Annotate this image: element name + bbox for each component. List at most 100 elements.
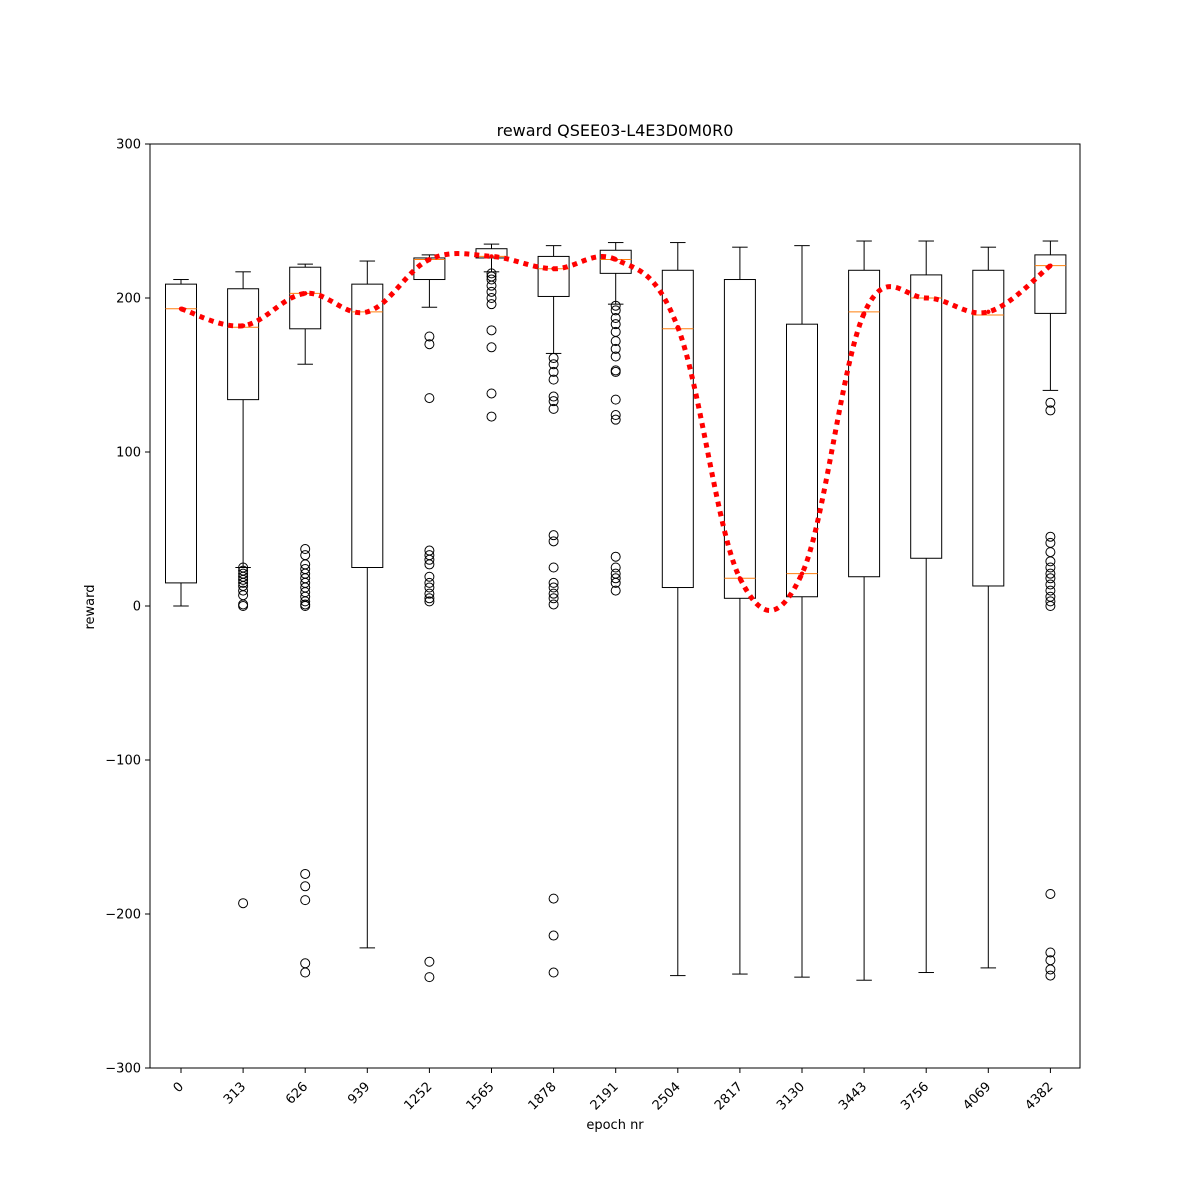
flier-point: [238, 577, 249, 588]
flier-point: [1045, 573, 1056, 584]
flier-point: [424, 577, 435, 588]
box-2817: [723, 279, 756, 599]
chart-title: reward QSEE03-L4E3D0M0R0: [497, 121, 734, 140]
plot-area: 300 200 100 0 −100 −200 −300 0 313 626 939 1252 1565…: [105, 138, 1081, 1113]
flier-point: [1045, 531, 1056, 542]
flier-point: [238, 585, 249, 596]
x-tick-label: 313: [221, 1079, 249, 1107]
flier-point: [548, 588, 559, 599]
flier-point: [548, 930, 559, 941]
x-axis-label: epoch nr: [586, 1118, 644, 1133]
flier-point: [300, 601, 311, 611]
flier-point: [300, 967, 311, 978]
mean-point: [1048, 263, 1053, 268]
x-tick-label: 4382: [1022, 1079, 1056, 1113]
flier-point: [548, 582, 559, 593]
flier-point: [486, 286, 497, 297]
flier-point: [548, 577, 559, 588]
mean-point: [675, 325, 680, 330]
flier-point: [1045, 579, 1056, 590]
flier-point: [548, 353, 559, 364]
box-3130: [786, 323, 818, 598]
flier-point: [486, 388, 497, 399]
y-axis-label: reward: [83, 584, 98, 629]
mean-point: [861, 311, 867, 316]
flier-point: [424, 588, 435, 599]
flier-point: [1045, 556, 1056, 567]
flier-point: [424, 596, 435, 607]
flier-point: [486, 411, 497, 422]
box-1878: [537, 255, 570, 297]
box-4382: [1034, 254, 1067, 314]
x-tick-label: 2817: [712, 1079, 746, 1113]
x-tick-label: 626: [283, 1079, 311, 1107]
y-tick-label: 0: [133, 600, 141, 615]
flier-point: [1045, 585, 1056, 596]
mean-point: [489, 254, 494, 259]
flier-point: [424, 339, 435, 350]
flier-point: [548, 396, 559, 407]
x-tick-label: 3443: [836, 1079, 870, 1113]
flier-point: [610, 319, 621, 330]
mean-point: [240, 323, 246, 328]
box-3756: [910, 274, 943, 559]
flier-point: [610, 343, 621, 354]
flier-point: [548, 403, 559, 414]
box-313: [227, 288, 260, 401]
mean-line: [180, 251, 1052, 613]
flier-point: [1045, 601, 1056, 611]
mean-point: [303, 291, 308, 296]
x-tick-label: 1878: [526, 1079, 560, 1113]
flier-point: [1045, 562, 1056, 573]
flier-point: [610, 573, 621, 584]
flier-point: [610, 410, 621, 421]
flier-point: [486, 342, 497, 353]
box-3443: [848, 269, 881, 578]
mean-point: [924, 295, 929, 301]
flier-point: [610, 577, 621, 588]
flier-point: [300, 596, 311, 607]
y-tick-label: 200: [116, 292, 141, 307]
flier-point: [486, 268, 497, 279]
mean-point: [613, 257, 618, 262]
box-0: [165, 283, 197, 584]
mean-point: [551, 266, 556, 271]
flier-point: [1045, 397, 1056, 408]
mean-point: [799, 571, 805, 576]
flier-point: [1045, 568, 1056, 579]
flier-point: [424, 972, 435, 983]
flier-point: [610, 300, 621, 311]
flier-point: [610, 551, 621, 562]
flier-point: [548, 366, 559, 377]
flier-point: [300, 958, 311, 969]
flier-point: [486, 293, 497, 303]
flier-point: [486, 299, 497, 310]
flier-point: [548, 562, 559, 573]
flier-point: [238, 898, 249, 909]
y-tick-label: 300: [116, 138, 141, 153]
flier-point: [424, 554, 435, 565]
flier-point: [424, 559, 435, 570]
x-tick-label: 3756: [898, 1079, 932, 1113]
mean-point: [178, 306, 184, 311]
flier-point: [1045, 947, 1056, 958]
flier-point: [424, 582, 435, 593]
x-tick-label: 2191: [588, 1079, 622, 1113]
box-2504: [661, 269, 694, 589]
flier-point: [1045, 888, 1056, 899]
y-tick-label: −100: [105, 754, 141, 769]
flier-point: [1045, 596, 1056, 607]
flier-point: [300, 550, 311, 561]
box-4069: [972, 269, 1005, 587]
box-939: [351, 283, 384, 568]
flier-point: [548, 359, 559, 370]
flier-point: [486, 325, 497, 336]
x-tick-label: 3130: [774, 1079, 808, 1113]
flier-point: [1045, 405, 1056, 416]
flier-point: [238, 574, 249, 585]
flier-point: [486, 274, 497, 285]
flier-point: [610, 394, 621, 405]
flier-point: [486, 280, 497, 291]
